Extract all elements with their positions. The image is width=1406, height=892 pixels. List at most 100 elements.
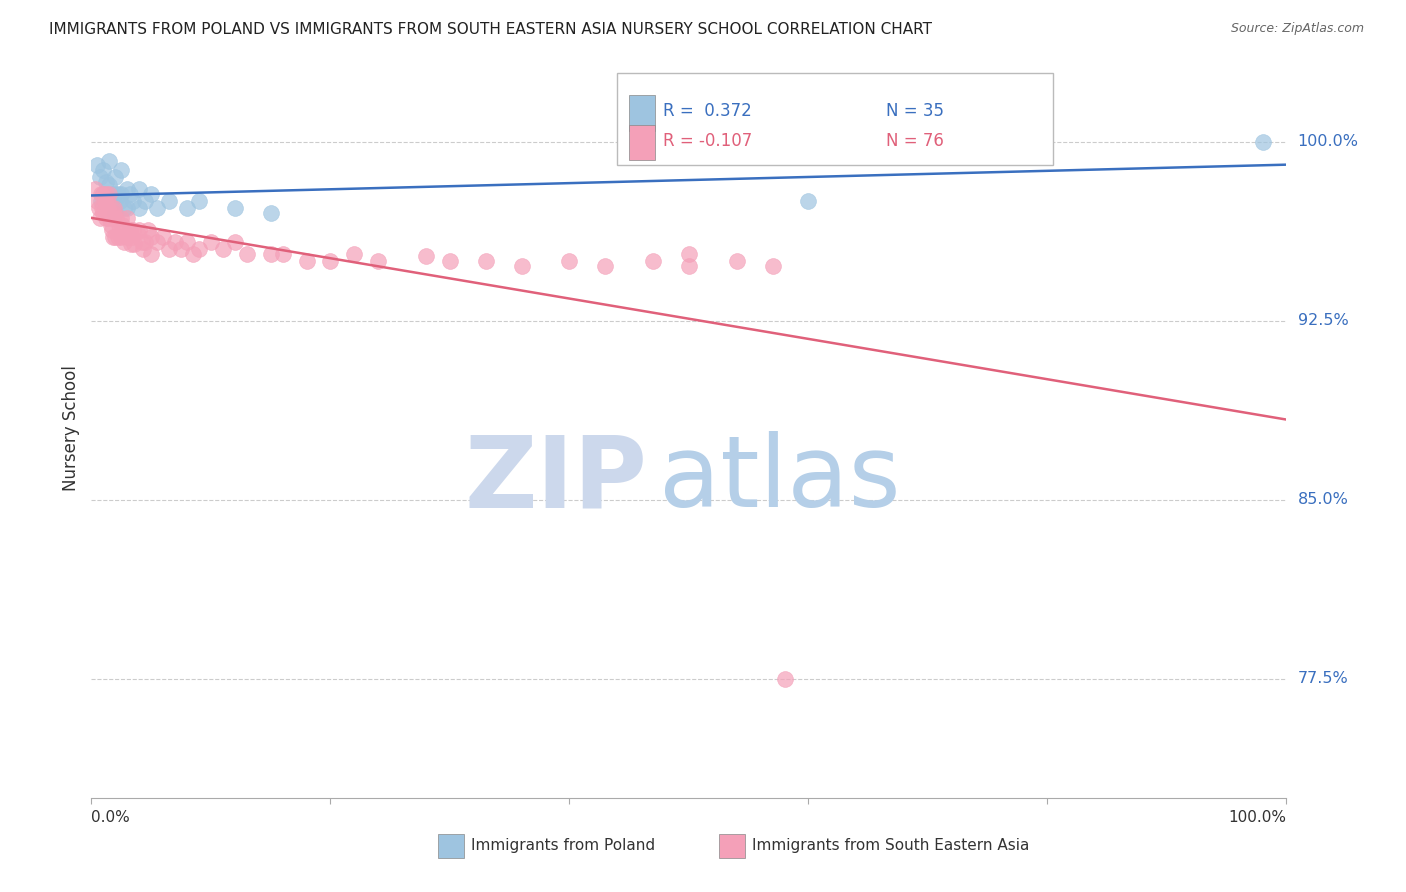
- Text: R = -0.107: R = -0.107: [662, 132, 752, 150]
- Point: [118, 187, 141, 202]
- Point: [96, 194, 118, 209]
- Bar: [718, 834, 745, 857]
- Point: [163, 235, 186, 249]
- Point: [271, 247, 294, 261]
- Point: [797, 194, 820, 209]
- Point: [474, 254, 498, 268]
- Point: [89, 211, 111, 225]
- Point: [224, 235, 246, 249]
- Point: [200, 235, 222, 249]
- Point: [176, 202, 198, 216]
- Point: [94, 187, 117, 202]
- Point: [104, 170, 127, 185]
- Point: [98, 153, 121, 168]
- Text: ZIP: ZIP: [464, 432, 647, 528]
- Point: [118, 223, 141, 237]
- Point: [108, 218, 131, 232]
- Text: N = 76: N = 76: [886, 132, 943, 150]
- Point: [259, 247, 281, 261]
- Point: [367, 254, 389, 268]
- Point: [112, 235, 135, 249]
- Point: [93, 187, 114, 202]
- Point: [107, 230, 129, 244]
- Point: [110, 163, 132, 178]
- Point: [107, 187, 129, 202]
- Text: 0.0%: 0.0%: [91, 810, 131, 825]
- Point: [110, 230, 132, 244]
- FancyBboxPatch shape: [630, 95, 655, 130]
- Point: [93, 194, 115, 209]
- Point: [132, 242, 155, 256]
- Point: [120, 237, 142, 252]
- Point: [773, 672, 796, 686]
- Point: [100, 202, 122, 216]
- Point: [94, 211, 117, 225]
- Point: [224, 202, 246, 216]
- Point: [170, 242, 193, 256]
- Point: [761, 259, 783, 273]
- Point: [93, 206, 114, 220]
- Point: [176, 235, 198, 249]
- Point: [91, 202, 114, 216]
- Point: [98, 178, 121, 192]
- Point: [100, 223, 122, 237]
- Text: Source: ZipAtlas.com: Source: ZipAtlas.com: [1230, 22, 1364, 36]
- Point: [103, 202, 125, 216]
- Point: [259, 206, 281, 220]
- Point: [93, 163, 114, 178]
- Point: [558, 254, 581, 268]
- Text: 85.0%: 85.0%: [1298, 492, 1348, 508]
- Point: [510, 259, 533, 273]
- Point: [128, 202, 150, 216]
- Point: [121, 230, 143, 244]
- Text: R =  0.372: R = 0.372: [662, 103, 751, 120]
- Point: [101, 206, 124, 220]
- Point: [115, 230, 138, 244]
- Point: [115, 202, 138, 216]
- Point: [343, 247, 366, 261]
- Point: [141, 247, 162, 261]
- Point: [146, 202, 169, 216]
- Text: atlas: atlas: [659, 432, 901, 528]
- Point: [181, 247, 204, 261]
- Y-axis label: Nursery School: Nursery School: [62, 365, 80, 491]
- Text: 92.5%: 92.5%: [1298, 313, 1348, 328]
- Point: [1251, 135, 1274, 149]
- Point: [131, 235, 153, 249]
- FancyBboxPatch shape: [617, 73, 1053, 165]
- Point: [104, 230, 127, 244]
- Point: [112, 202, 135, 216]
- Point: [90, 194, 112, 209]
- Point: [86, 194, 108, 209]
- Point: [114, 223, 136, 237]
- Point: [100, 194, 122, 209]
- Point: [593, 259, 616, 273]
- Text: 100.0%: 100.0%: [1229, 810, 1286, 825]
- Text: N = 35: N = 35: [886, 103, 945, 120]
- Point: [319, 254, 342, 268]
- Text: 77.5%: 77.5%: [1298, 672, 1348, 687]
- Point: [641, 254, 664, 268]
- Text: IMMIGRANTS FROM POLAND VS IMMIGRANTS FROM SOUTH EASTERN ASIA NURSERY SCHOOL CORR: IMMIGRANTS FROM POLAND VS IMMIGRANTS FRO…: [49, 22, 932, 37]
- Point: [90, 187, 112, 202]
- Point: [86, 158, 108, 172]
- Point: [100, 218, 122, 232]
- Point: [87, 202, 110, 216]
- Text: Immigrants from South Eastern Asia: Immigrants from South Eastern Asia: [752, 838, 1029, 854]
- Point: [187, 242, 211, 256]
- Point: [187, 194, 211, 209]
- Point: [84, 182, 107, 196]
- Point: [101, 187, 124, 202]
- Point: [101, 230, 124, 244]
- Point: [94, 175, 117, 189]
- Point: [415, 249, 437, 263]
- Point: [678, 259, 700, 273]
- Point: [152, 230, 174, 244]
- Point: [235, 247, 259, 261]
- Bar: [437, 834, 464, 857]
- Point: [125, 225, 148, 239]
- Point: [136, 223, 159, 237]
- Point: [134, 194, 156, 209]
- Text: 100.0%: 100.0%: [1298, 134, 1358, 149]
- Point: [134, 235, 156, 249]
